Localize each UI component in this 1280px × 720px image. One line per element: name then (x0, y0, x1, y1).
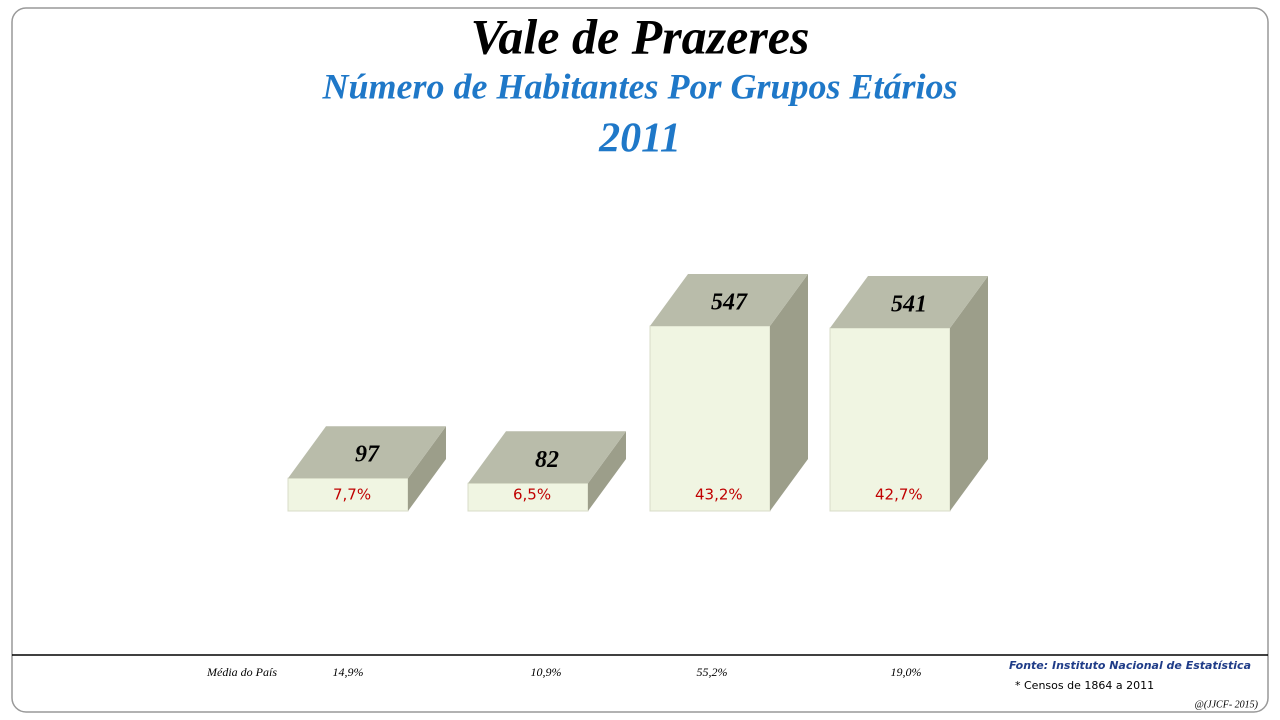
value-label: 82 (535, 447, 559, 473)
bar-top (830, 276, 988, 329)
note: * Censos de 1864 a 2011 (1015, 679, 1154, 692)
bar-front (829, 327, 951, 512)
value-label: 541 (891, 292, 927, 318)
average-value: 55,2% (697, 665, 728, 679)
bar-top (468, 431, 626, 484)
average-value: 19,0% (891, 665, 922, 679)
bar-side (588, 431, 626, 511)
share-label: 6,5% (513, 486, 551, 504)
value-label: 97 (355, 442, 380, 468)
chart-subtitle: Número de Habitantes Por Grupos Etários (321, 66, 957, 106)
bar-front (649, 325, 771, 512)
average-value: 10,9% (531, 665, 562, 679)
value-label: 547 (711, 290, 748, 316)
credit: @(JJCF- 2015) (1195, 699, 1259, 710)
chart-title: Vale de Prazeres (471, 8, 810, 64)
bar-top (650, 274, 808, 326)
frame (11, 7, 1269, 713)
average-value: 14,9% (333, 665, 364, 679)
share-label: 7,7% (333, 486, 371, 504)
source: Fonte: Instituto Nacional de Estatística (1009, 659, 1251, 672)
share-label: 42,7% (875, 486, 923, 504)
bar-side (408, 426, 446, 511)
bar-top (288, 426, 446, 479)
bar-front (467, 482, 589, 512)
bar-side (950, 276, 988, 511)
bar-side (770, 274, 808, 511)
average-label: Média do País (206, 665, 277, 679)
chart-year: 2011 (598, 116, 681, 162)
share-label: 43,2% (695, 486, 743, 504)
